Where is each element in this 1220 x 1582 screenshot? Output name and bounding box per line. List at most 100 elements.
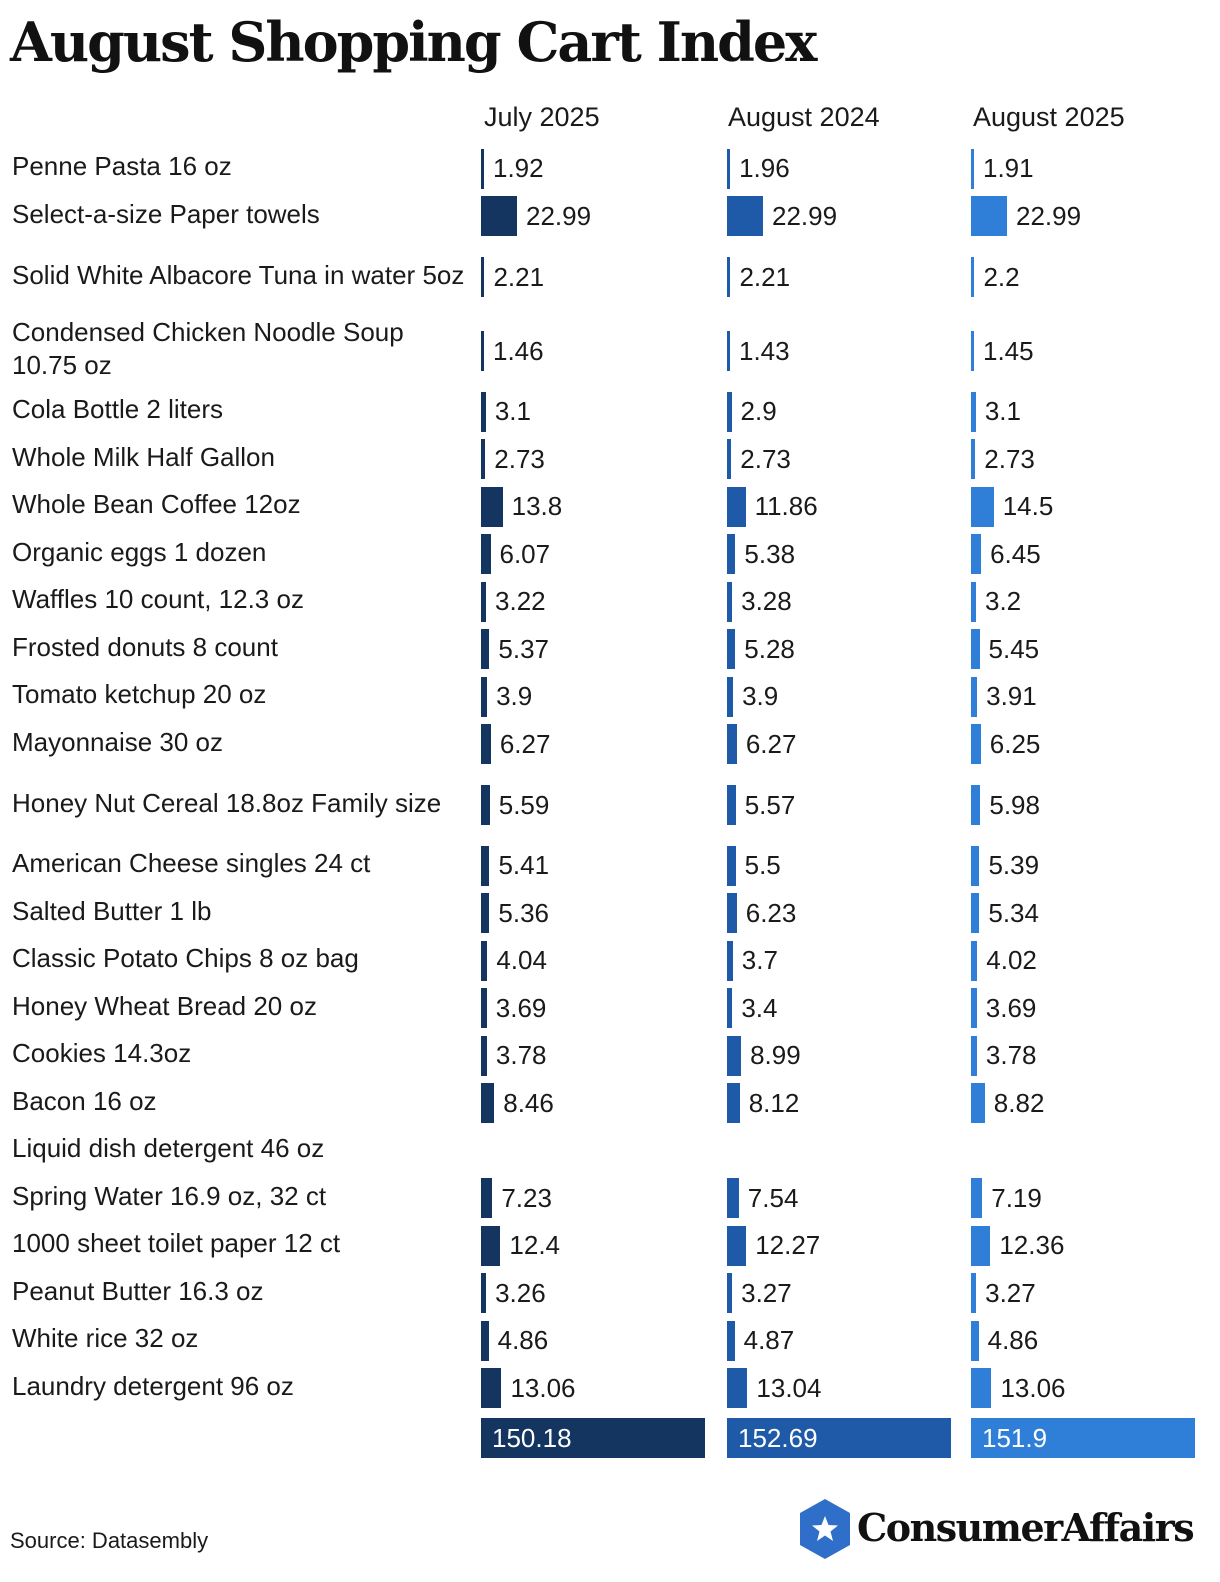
row-label: Cola Bottle 2 liters xyxy=(12,394,223,425)
data-label: 8.82 xyxy=(993,1087,1045,1118)
data-label: 12.27 xyxy=(755,1230,821,1261)
bar xyxy=(727,1368,748,1409)
data-label: 8.46 xyxy=(503,1087,554,1118)
data-label: 2.21 xyxy=(493,261,545,292)
column-header-1: August 2024 xyxy=(728,102,880,132)
bar xyxy=(727,486,746,527)
data-label: 2.73 xyxy=(984,443,1035,474)
bar xyxy=(481,439,486,480)
bar xyxy=(481,724,491,765)
bar xyxy=(481,257,485,297)
bar xyxy=(481,486,503,527)
data-label: 22.99 xyxy=(772,200,838,231)
data-label: 5.39 xyxy=(988,850,1040,881)
data-label: 6.27 xyxy=(499,728,551,759)
data-label: 3.28 xyxy=(741,586,792,617)
bar xyxy=(481,629,490,670)
bar xyxy=(971,196,1007,237)
data-label: 3.1 xyxy=(494,396,531,427)
data-label: 6.07 xyxy=(499,538,551,569)
row-label: Spring Water 16.9 oz, 32 ct xyxy=(12,1180,327,1211)
data-label: 5.34 xyxy=(988,897,1039,928)
bar xyxy=(481,1035,487,1076)
row-label: Tomato ketchup 20 oz xyxy=(12,679,267,710)
data-label: 3.78 xyxy=(495,1040,547,1071)
data-label: 13.04 xyxy=(756,1372,822,1403)
row-label: Classic Potato Chips 8 oz bag xyxy=(12,943,359,974)
data-label: 3.7 xyxy=(741,945,778,976)
row-label: Peanut Butter 16.3 oz xyxy=(12,1275,264,1306)
bar xyxy=(971,785,981,825)
bar xyxy=(727,148,731,189)
bar xyxy=(481,1225,501,1266)
data-label: 3.4 xyxy=(741,992,778,1023)
bar xyxy=(971,439,976,480)
bar xyxy=(727,534,736,575)
chart-title: August Shopping Cart Index xyxy=(10,10,817,74)
bar xyxy=(971,331,974,371)
bar xyxy=(481,1368,502,1409)
source-note: Source: Datasembly xyxy=(10,1528,209,1553)
data-label: 6.27 xyxy=(745,728,797,759)
data-label: 5.28 xyxy=(744,633,795,664)
bar xyxy=(971,1273,977,1314)
bar xyxy=(727,724,737,765)
data-label: 22.99 xyxy=(1016,200,1082,231)
row-label: Honey Wheat Bread 20 oz xyxy=(12,990,317,1021)
bar xyxy=(481,676,488,717)
row-label: Whole Bean Coffee 12oz xyxy=(12,489,301,520)
data-label: 6.25 xyxy=(989,728,1041,759)
bar xyxy=(971,257,975,297)
bar xyxy=(481,893,490,934)
data-label: 4.87 xyxy=(743,1325,795,1356)
total-label: 152.69 xyxy=(738,1423,818,1453)
data-label: 7.19 xyxy=(991,1182,1042,1213)
data-label: 6.45 xyxy=(990,538,1041,569)
data-label: 2.2 xyxy=(983,261,1020,292)
bar xyxy=(727,785,736,825)
bar xyxy=(971,486,994,527)
data-label: 6.23 xyxy=(745,897,797,928)
bar xyxy=(481,581,487,622)
row-label: Laundry detergent 96 oz xyxy=(12,1370,294,1401)
data-label: 13.06 xyxy=(510,1372,576,1403)
row-label: Frosted donuts 8 count xyxy=(12,631,278,662)
bar xyxy=(971,1225,991,1266)
data-label: 13.06 xyxy=(1000,1372,1066,1403)
data-label: 5.41 xyxy=(498,850,550,881)
data-label: 3.78 xyxy=(985,1040,1037,1071)
bar xyxy=(727,331,730,371)
bar xyxy=(727,676,734,717)
bar xyxy=(481,1083,495,1124)
data-label: 3.22 xyxy=(495,586,546,617)
row-label: Waffles 10 count, 12.3 oz xyxy=(12,584,304,615)
bar xyxy=(727,629,736,670)
data-label: 3.9 xyxy=(496,681,533,712)
data-label: 5.38 xyxy=(744,538,796,569)
data-label: 5.98 xyxy=(989,789,1040,820)
data-label: 1.46 xyxy=(493,335,544,366)
row-label: Bacon 16 oz xyxy=(12,1085,157,1116)
row-label: Organic eggs 1 dozen xyxy=(12,536,267,567)
bar xyxy=(481,1273,487,1314)
bar xyxy=(727,988,733,1029)
data-label: 2.73 xyxy=(494,443,545,474)
bar xyxy=(481,940,488,981)
data-label: 1.43 xyxy=(739,335,790,366)
data-label: 12.4 xyxy=(509,1230,561,1261)
brand-name: ConsumerAffairs xyxy=(857,1505,1195,1550)
data-label: 11.86 xyxy=(754,491,818,522)
bar xyxy=(971,940,978,981)
bar xyxy=(481,1320,489,1361)
bar xyxy=(727,1273,733,1314)
row-label: Solid White Albacore Tuna in water 5oz xyxy=(12,259,465,290)
bar xyxy=(481,988,487,1029)
bar xyxy=(971,845,980,886)
bar xyxy=(971,1178,983,1219)
data-label: 3.91 xyxy=(986,681,1037,712)
data-label: 3.69 xyxy=(985,992,1037,1023)
bar xyxy=(727,257,731,297)
row-label: Honey Nut Cereal 18.8oz Family size xyxy=(12,787,442,818)
bar xyxy=(481,785,490,825)
data-label: 2.9 xyxy=(740,396,777,427)
